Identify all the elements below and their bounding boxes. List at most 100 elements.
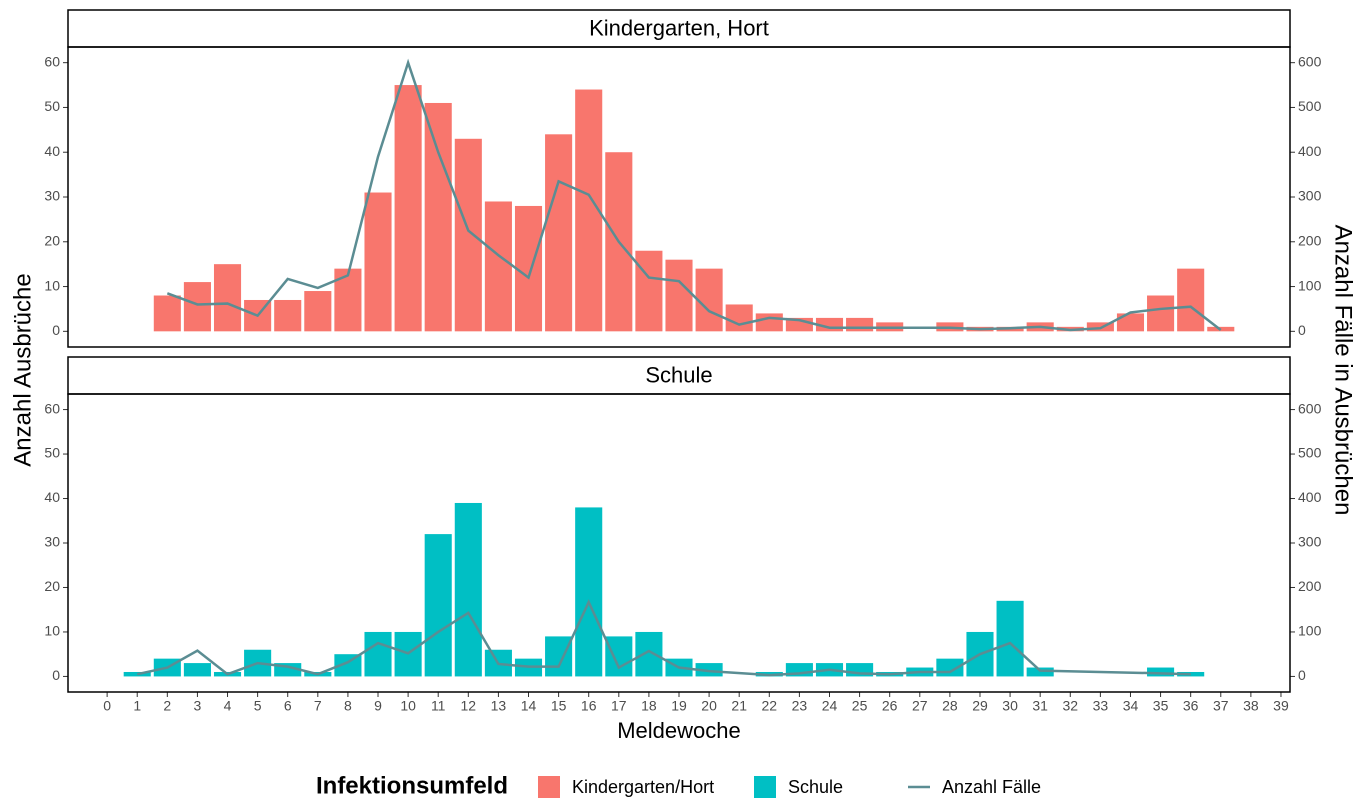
panel-border [67,393,1291,693]
x-tick-label: 12 [461,698,477,714]
facet-strip [67,9,1291,48]
y-tick-label: 10 [44,623,60,639]
x-tick-label: 36 [1183,698,1199,714]
legend-key [538,776,560,798]
y-tick-label: 40 [44,143,60,159]
facet-title: Kindergarten, Hort [589,15,769,40]
facet-strip [67,356,1291,395]
x-tick-label: 34 [1123,698,1139,714]
x-tick-label: 9 [374,698,382,714]
x-tick-label: 3 [194,698,202,714]
bar [213,264,242,332]
x-tick-label: 29 [972,698,988,714]
x-tick-label: 2 [163,698,171,714]
bar [635,631,663,677]
legend-label: Kindergarten/Hort [572,777,714,797]
bar [695,268,723,332]
bar [514,205,543,332]
legend-key [754,776,776,798]
x-tick-label: 35 [1153,698,1169,714]
bar [304,291,332,332]
x-tick-label: 27 [912,698,928,714]
x-tick-label: 21 [731,698,747,714]
x-tick-label: 23 [792,698,808,714]
y2-tick-label: 400 [1298,489,1322,505]
y-tick-label: 10 [44,277,60,293]
x-tick-label: 28 [942,698,958,714]
y2-tick-label: 100 [1298,623,1322,639]
panel-border [67,46,1291,348]
bar [755,313,783,332]
bar [334,654,362,677]
x-tick-label: 19 [671,698,687,714]
bar [424,534,452,677]
bar [274,299,302,332]
x-tick-label: 6 [284,698,292,714]
x-tick-label: 13 [491,698,507,714]
y-tick-label: 50 [44,445,60,461]
y-tick-label: 50 [44,98,60,114]
bar [1147,667,1175,677]
y2-tick-label: 400 [1298,143,1322,159]
x-tick-label: 15 [551,698,567,714]
x-tick-label: 4 [224,698,232,714]
bar [605,636,633,677]
bar [153,295,181,332]
bar [424,102,452,332]
legend-label: Schule [788,777,843,797]
line [136,599,1191,677]
bar [123,671,151,677]
y2-tick-label: 600 [1298,53,1322,69]
y-tick-label: 30 [44,534,60,550]
bar [665,259,693,332]
legend-title: Infektionsumfeld [316,772,508,799]
y-tick-label: 0 [52,667,60,683]
x-tick-label: 26 [882,698,898,714]
bar [545,636,573,677]
facet-title: Schule [645,362,712,387]
legend-label: Anzahl Fälle [942,777,1041,797]
x-axis-title: Meldewoche [617,718,741,743]
bar [1116,313,1145,332]
y2-tick-label: 0 [1298,667,1306,683]
bar [183,282,211,332]
x-tick-label: 1 [133,698,141,714]
bar [575,507,603,677]
x-tick-label: 16 [581,698,597,714]
x-tick-label: 24 [822,698,838,714]
x-tick-label: 18 [641,698,657,714]
bar [394,85,422,332]
x-tick-label: 37 [1213,698,1229,714]
x-tick-label: 33 [1093,698,1109,714]
bar [695,663,723,677]
bar [1177,268,1205,332]
bar [996,600,1024,677]
y2-tick-label: 600 [1298,400,1322,416]
y2-tick-label: 500 [1298,445,1322,461]
x-tick-label: 11 [431,698,446,714]
bar [484,201,512,332]
x-tick-label: 39 [1273,698,1289,714]
bar [545,134,573,332]
x-tick-label: 5 [254,698,262,714]
x-tick-label: 0 [103,698,111,714]
x-tick-label: 7 [314,698,322,714]
x-tick-label: 8 [344,698,352,714]
bar [364,192,392,332]
x-tick-label: 30 [1002,698,1018,714]
bar [183,663,211,677]
bar [846,317,874,332]
bar [364,631,392,677]
y2-tick-label: 500 [1298,98,1322,114]
x-tick-label: 25 [852,698,868,714]
y2-tick-label: 300 [1298,188,1322,204]
x-tick-label: 31 [1032,698,1048,714]
bar [454,502,482,677]
y-tick-label: 20 [44,578,60,594]
y-tick-label: 60 [44,53,60,69]
y2-tick-label: 200 [1298,578,1322,594]
y2-tick-label: 300 [1298,534,1322,550]
bar [725,304,753,332]
y2-tick-label: 200 [1298,232,1322,248]
